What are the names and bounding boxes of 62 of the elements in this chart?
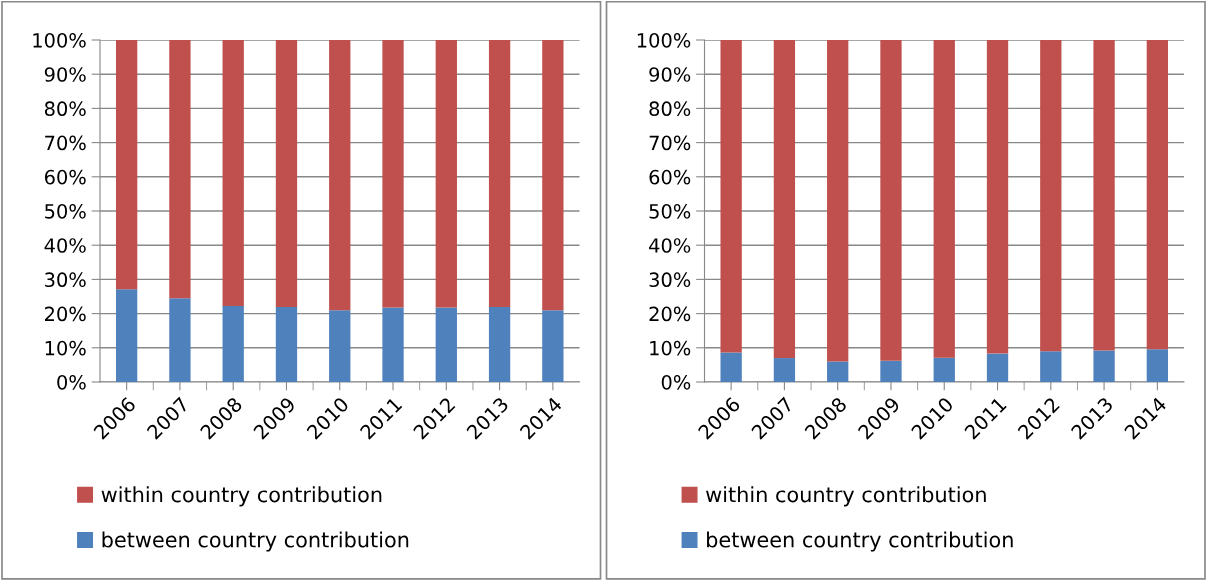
bar [542, 40, 564, 311]
y-tick-label: 20% [649, 306, 691, 322]
bar [488, 40, 511, 308]
bar [382, 40, 404, 308]
y-tick-label: 0% [57, 374, 86, 390]
y-tick-label: 70% [45, 135, 86, 151]
bar [827, 361, 849, 382]
bar [720, 352, 742, 382]
bar [1146, 349, 1169, 382]
legend-label: within country contribution [706, 486, 986, 507]
bar [382, 307, 404, 382]
bar [933, 357, 955, 382]
bar [329, 40, 351, 311]
bar [435, 40, 457, 308]
y-tick-label: 50% [45, 203, 86, 219]
bar [773, 40, 796, 359]
bar [1040, 40, 1062, 352]
bar [1093, 350, 1115, 382]
bar [115, 289, 138, 382]
bar [1040, 351, 1062, 382]
legend-label: between country contribution [707, 531, 1013, 552]
y-tick-label: 20% [45, 306, 86, 322]
y-tick-label: 80% [44, 101, 86, 117]
y-tick-label: 60% [649, 169, 691, 185]
bar [880, 40, 902, 361]
bar [1093, 40, 1115, 351]
y-tick-label: 100% [637, 32, 691, 48]
y-tick-label: 80% [649, 101, 691, 117]
bar [115, 40, 138, 290]
y-tick-label: 60% [44, 169, 86, 185]
y-tick-label: 100% [33, 32, 86, 48]
y-tick-label: 40% [44, 238, 86, 253]
bar [169, 40, 191, 299]
y-tick-label: 90% [44, 67, 86, 82]
y-tick-label: 70% [649, 135, 691, 151]
bar [880, 360, 902, 382]
bar [488, 307, 511, 382]
bar [933, 40, 955, 358]
bar [222, 40, 244, 307]
y-tick-label: 50% [649, 203, 691, 219]
y-tick-label: 30% [649, 272, 691, 288]
y-tick-label: 90% [649, 67, 691, 82]
y-tick-label: 0% [661, 374, 691, 390]
bar [222, 306, 244, 382]
y-tick-label: 40% [649, 238, 691, 253]
bar [542, 310, 564, 382]
bar [169, 298, 191, 382]
bar [1146, 40, 1169, 350]
bar [275, 307, 298, 382]
bar [986, 40, 1009, 354]
y-tick-label: 10% [45, 340, 86, 356]
bar [986, 353, 1009, 382]
y-tick-label: 10% [650, 340, 691, 356]
bar [720, 40, 742, 353]
legend-label: within country contribution [101, 486, 382, 507]
bar [435, 307, 457, 382]
bar [773, 358, 796, 382]
legend-label: between country contribution [102, 531, 409, 552]
bar [329, 310, 351, 382]
bar [827, 40, 849, 362]
bar [275, 40, 298, 308]
y-tick-label: 30% [45, 272, 86, 288]
